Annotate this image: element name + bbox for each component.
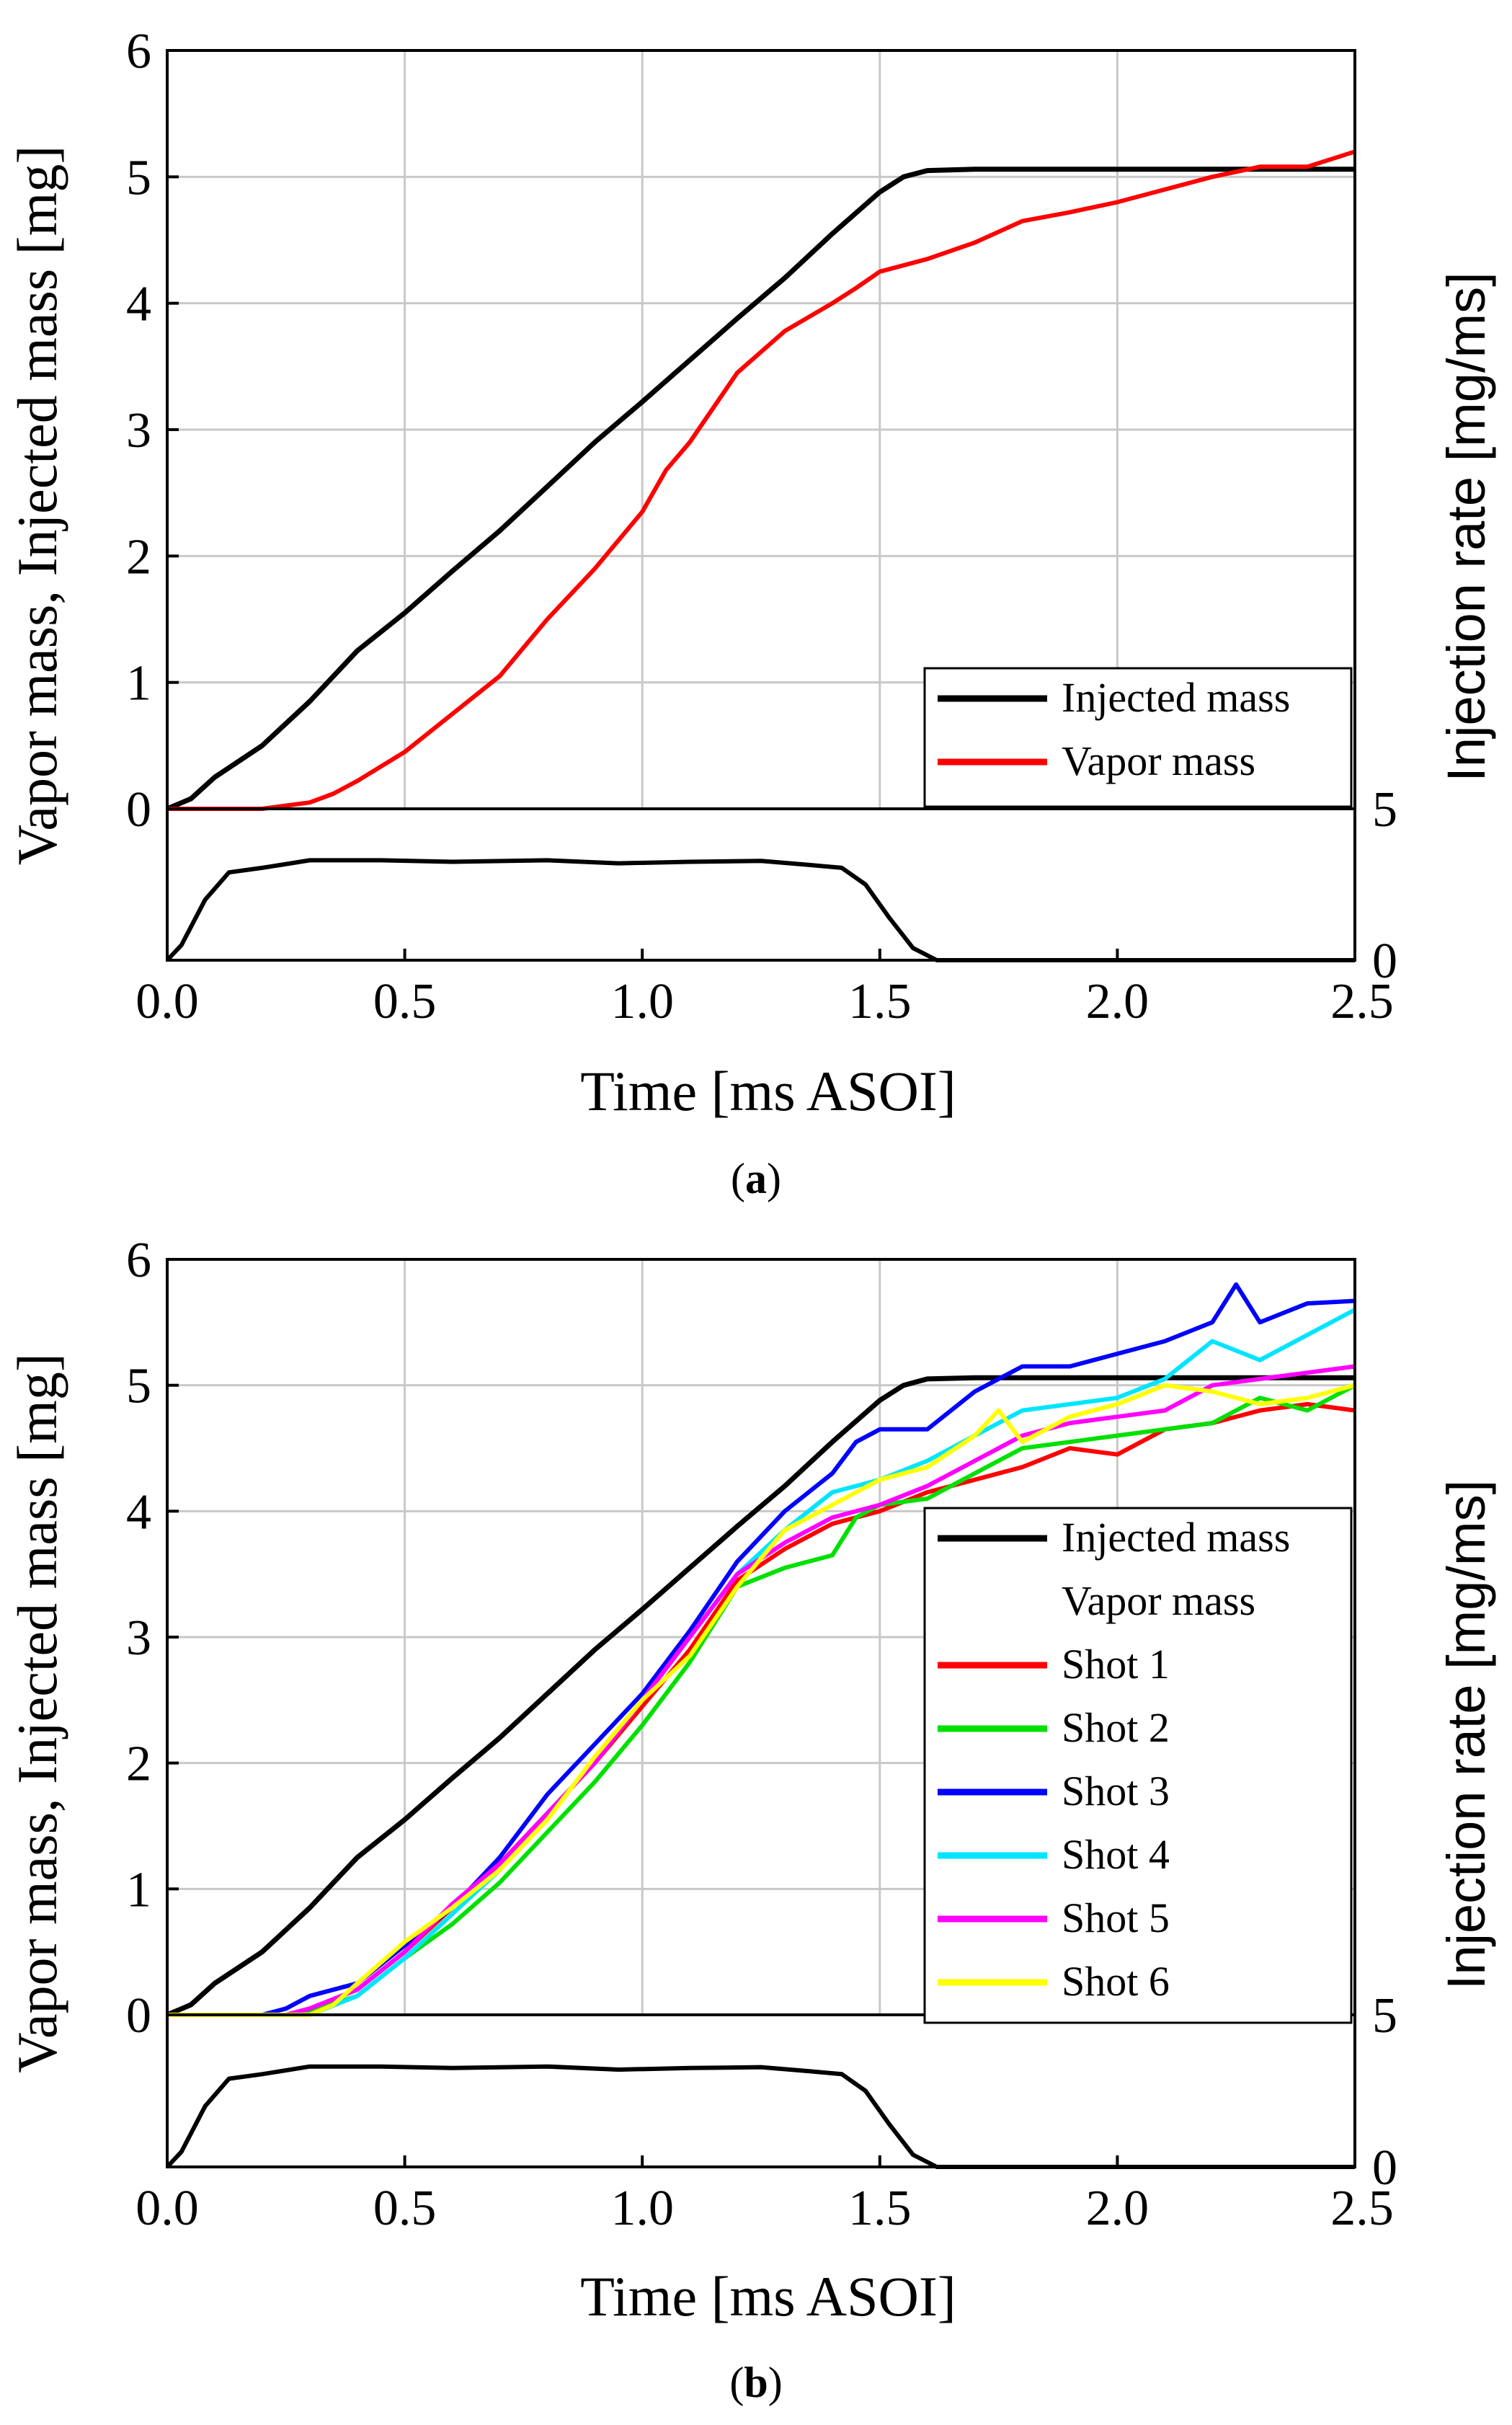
panel-caption: (a) (731, 1155, 781, 1202)
right-axis-title: Injection rate [mg/ms] (1436, 1480, 1496, 1990)
y-tick-label: 0 (126, 782, 151, 838)
y-tick-label: 0 (126, 1988, 151, 2044)
y-tick-label: 6 (126, 24, 151, 79)
x-tick-label: 2.0 (1086, 2181, 1149, 2236)
x-tick-label: 1.5 (848, 974, 912, 1029)
injection-rate-line (165, 2064, 1355, 2169)
y-axis-title: Vapor mass, Injected mass [mg] (6, 1353, 68, 2073)
gridlines (167, 50, 1355, 809)
plot-frame (166, 1258, 1356, 2168)
legend-label: Shot 1 (1062, 1641, 1170, 1688)
x-tick-label: 1.0 (610, 974, 674, 1029)
rate-tick-label: 5 (1372, 782, 1397, 838)
legend-label: Shot 2 (1062, 1704, 1170, 1751)
legend-box (923, 1507, 1353, 2024)
series-line-injected-mass (166, 1375, 1355, 2018)
legend: Injected mass Vapor mass Shot 1 Shot 2 Shot … (923, 1507, 1353, 2024)
legend-label: Shot 3 (1062, 1768, 1170, 1814)
x-axis-title: Time [ms ASOI] (580, 2265, 956, 2328)
panel-caption: (b) (729, 2359, 782, 2406)
x-tick-label: 0.5 (373, 974, 437, 1029)
legend-subheading: Vapor mass (1062, 1577, 1255, 1624)
rate-tick-label: 0 (1372, 934, 1397, 989)
x-tick-label: 0.0 (135, 2181, 199, 2236)
y-tick-label: 3 (126, 1610, 151, 1666)
plot-frame (166, 49, 1356, 962)
x-tick-label: 1.5 (848, 2181, 912, 2236)
x-tick-label: 0.5 (373, 2181, 437, 2236)
legend-label: Injected mass (1062, 1514, 1290, 1561)
legend: Injected mass Vapor mass (923, 667, 1353, 808)
x-tick-label: 2.5 (1330, 2181, 1394, 2236)
series-line-injected-mass (166, 167, 1355, 812)
x-tick-label: 1.0 (610, 2181, 674, 2236)
x-tick-label: 0.0 (135, 974, 199, 1029)
legend-label: Shot 5 (1062, 1894, 1170, 1941)
y-tick-label: 2 (126, 1737, 151, 1792)
y-tick-label: 6 (126, 1233, 151, 1288)
series-line-shot-5 (167, 1364, 1356, 2017)
right-axis-title: Injection rate [mg/ms] (1436, 272, 1496, 781)
legend-label: Injected mass (1062, 674, 1290, 721)
rate-tick-label: 5 (1372, 1988, 1397, 2044)
x-axis-title: Time [ms ASOI] (580, 1060, 956, 1122)
legend-label: Shot 4 (1062, 1831, 1170, 1878)
injection-rate-line (165, 858, 1355, 962)
series-line-shot-6 (167, 1383, 1356, 2017)
y-tick-label: 2 (126, 529, 151, 585)
y-tick-label: 3 (126, 403, 151, 458)
legend-label: Vapor mass (1062, 737, 1255, 784)
x-tick-label: 2.5 (1330, 974, 1394, 1029)
y-tick-label: 4 (126, 1484, 151, 1540)
legend-label: Shot 6 (1062, 1958, 1170, 2005)
y-tick-label: 5 (126, 1359, 151, 1414)
rate-tick-label: 0 (1372, 2140, 1397, 2196)
x-tick-label: 2.0 (1086, 974, 1149, 1029)
y-tick-label: 1 (126, 1862, 151, 1918)
y-axis-title: Vapor mass, Injected mass [mg] (6, 146, 68, 866)
y-tick-label: 4 (126, 277, 151, 332)
y-tick-label: 5 (126, 150, 151, 205)
y-tick-label: 1 (126, 656, 151, 711)
series-line-shot-4 (167, 1308, 1356, 2017)
series-line-vapor-mass (167, 149, 1356, 811)
legend-box (923, 667, 1353, 808)
